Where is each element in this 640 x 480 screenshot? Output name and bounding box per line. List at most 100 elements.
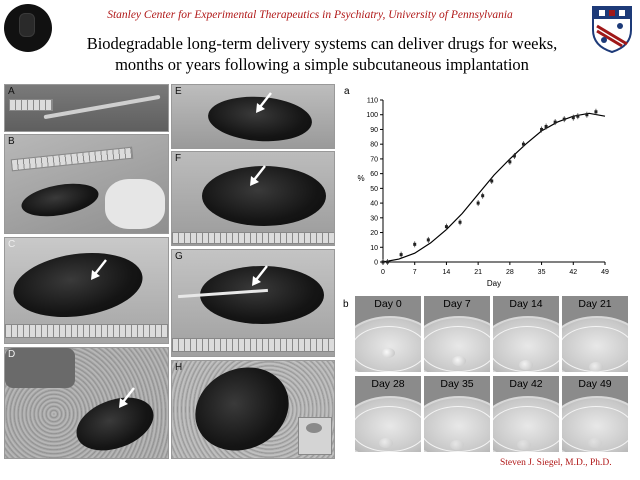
dish-day-label: Day 49 <box>578 378 612 390</box>
photo-panel-c: C <box>4 237 169 344</box>
y-tick-label: 20 <box>370 230 378 237</box>
arrow-icon <box>91 259 107 280</box>
author-credit: Steven J. Siegel, M.D., Ph.D. <box>500 458 612 468</box>
drug-pellet <box>588 438 602 448</box>
drug-pellet <box>519 360 533 370</box>
drug-pellet <box>381 348 395 358</box>
dish-day-label: Day 35 <box>440 378 474 390</box>
data-point <box>540 127 544 131</box>
data-point <box>562 117 566 121</box>
photo-panel-b: B <box>4 134 169 234</box>
data-point <box>553 120 557 124</box>
headline-line-2: months or years following a simple subcu… <box>115 55 529 74</box>
dish-photo: Day 49 <box>562 376 628 452</box>
release-chart: 0 7 14 21 28 35 42 49 0 10 20 30 40 50 60 70 80 90 100 110 D… <box>345 90 615 290</box>
institution-logo <box>4 4 52 52</box>
arrow-icon <box>119 387 135 408</box>
chart-panel-label: a <box>344 86 350 97</box>
x-tick-label: 35 <box>538 269 546 276</box>
x-tick-label: 49 <box>601 269 609 276</box>
dish-panel-label: b <box>343 299 349 310</box>
drug-pellet <box>379 438 393 448</box>
drug-pellet <box>589 362 603 372</box>
data-point <box>444 225 448 229</box>
dish-day-label: Day 7 <box>443 298 471 310</box>
photo-panel-f: F <box>171 151 335 246</box>
x-tick-label: 0 <box>381 269 385 276</box>
data-point <box>512 154 516 158</box>
headline-line-1: Biodegradable long-term delivery systems… <box>86 34 558 53</box>
panel-label-e: E <box>175 86 182 97</box>
dish-photo: Day 21 <box>562 296 628 372</box>
y-axis-label: % <box>357 174 364 183</box>
dish-day-label: Day 21 <box>578 298 612 310</box>
photo-panel-e: E <box>171 84 335 149</box>
drug-pellet <box>517 440 531 450</box>
y-tick-label: 50 <box>370 186 378 193</box>
data-point <box>521 142 525 146</box>
x-tick-label: 28 <box>506 269 514 276</box>
panel-label-g: G <box>175 251 183 262</box>
y-tick-label: 100 <box>366 112 378 119</box>
data-point <box>381 260 385 264</box>
arrow-icon <box>256 92 272 113</box>
y-tick-label: 30 <box>370 215 378 222</box>
x-axis-label: Day <box>487 279 501 288</box>
x-tick-label: 7 <box>413 269 417 276</box>
data-point <box>386 260 390 264</box>
data-point <box>399 253 403 257</box>
dish-day-label: Day 28 <box>371 378 405 390</box>
fit-curve <box>382 112 606 263</box>
dish-day-label: Day 0 <box>374 298 402 310</box>
dish-photo: Day 35 <box>424 376 490 452</box>
panel-label-f: F <box>175 153 182 164</box>
data-point <box>576 114 580 118</box>
y-tick-label: 40 <box>370 201 378 208</box>
arrow-icon <box>250 165 266 186</box>
y-tick-label: 90 <box>370 127 378 134</box>
y-tick-label: 10 <box>370 245 378 252</box>
institution-line: Stanley Center for Experimental Therapeu… <box>107 9 513 21</box>
y-tick-label: 110 <box>367 98 378 105</box>
panel-label-h: H <box>175 362 183 373</box>
data-point <box>594 110 598 114</box>
release-chart-svg: 0 7 14 21 28 35 42 49 0 10 20 30 40 50 60 70 80 90 100 110 D… <box>357 98 609 289</box>
dish-photo: Day 28 <box>355 376 421 452</box>
photo-panel-d: D <box>4 347 169 459</box>
dish-photo: Day 42 <box>493 376 559 452</box>
data-point <box>544 125 548 129</box>
data-point <box>508 160 512 164</box>
dish-photo: Day 0 <box>355 296 421 372</box>
data-point <box>413 242 417 246</box>
panel-label-a: A <box>8 86 15 97</box>
dish-photo: Day 7 <box>424 296 490 372</box>
panel-label-d: D <box>8 349 16 360</box>
data-point <box>490 179 494 183</box>
y-tick-label: 0 <box>374 260 378 267</box>
data-point <box>458 220 462 224</box>
dish-photo-grid: Day 0 Day 7 Day 14 Day 21 Day 28 Day 35 Day 42… <box>355 296 631 456</box>
panel-label-b: B <box>8 136 15 147</box>
data-point <box>426 238 430 242</box>
drug-pellet <box>450 440 464 450</box>
drug-pellet <box>452 356 466 366</box>
y-tick-label: 80 <box>370 142 378 149</box>
data-point <box>476 201 480 205</box>
x-tick-label: 42 <box>569 269 577 276</box>
x-tick-label: 14 <box>443 269 451 276</box>
penn-shield-icon <box>592 6 632 54</box>
data-point <box>585 113 589 117</box>
y-tick-label: 60 <box>370 171 378 178</box>
photo-panel-h: H <box>171 360 335 459</box>
arrow-icon <box>252 265 268 286</box>
data-point <box>481 194 485 198</box>
slide-headline: Biodegradable long-term delivery systems… <box>42 33 602 75</box>
dish-day-label: Day 14 <box>509 298 543 310</box>
dish-day-label: Day 42 <box>509 378 543 390</box>
x-tick-label: 21 <box>474 269 482 276</box>
photo-panel-g: G <box>171 249 335 357</box>
y-tick-label: 70 <box>370 156 378 163</box>
data-point <box>571 116 575 120</box>
dish-photo: Day 14 <box>493 296 559 372</box>
photo-panel-a: A <box>4 84 169 132</box>
